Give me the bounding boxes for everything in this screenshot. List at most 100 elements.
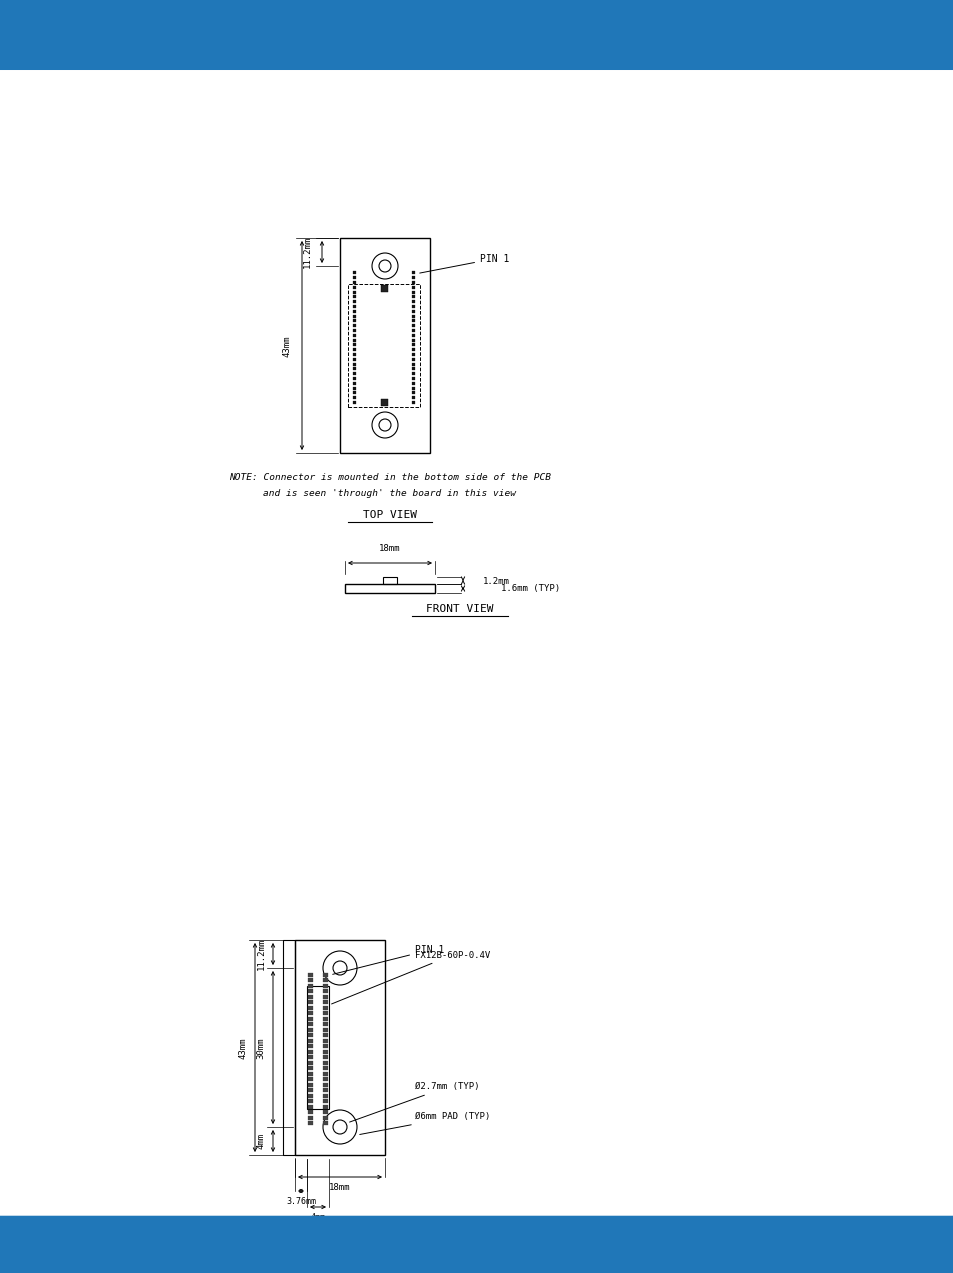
Bar [412,306,415,308]
Bar [323,1039,328,1043]
Bar [345,584,435,593]
Bar [323,1060,328,1064]
Bar [308,1110,313,1114]
Bar [412,271,415,275]
Bar [353,325,355,327]
Text: 30mm: 30mm [256,1037,265,1059]
Bar [323,1072,328,1076]
Bar [412,377,415,381]
Text: 1.6mm (TYP): 1.6mm (TYP) [500,584,559,593]
Text: 1.2mm: 1.2mm [482,577,509,586]
FancyBboxPatch shape [0,1216,953,1273]
Bar [412,396,415,400]
Bar [412,320,415,322]
Bar [353,344,355,346]
Bar [308,1122,313,1125]
Bar [323,973,328,976]
Bar [308,1011,313,1015]
Text: BOTTOM VIEW: BOTTOM VIEW [302,1225,376,1235]
Bar [353,271,355,275]
Bar [353,387,355,390]
Text: FRONT VIEW: FRONT VIEW [426,603,494,614]
Bar [353,320,355,322]
Bar [412,325,415,327]
Bar [353,401,355,404]
Bar [323,1055,328,1059]
Text: 11.2mm: 11.2mm [256,938,265,970]
Bar [412,368,415,370]
Bar [323,1122,328,1125]
Bar [353,377,355,381]
Bar [308,1088,313,1092]
Bar [353,314,355,317]
Bar [323,989,328,993]
Bar [353,328,355,332]
Bar [323,1082,328,1086]
Bar [323,1066,328,1071]
Bar [323,1006,328,1009]
Bar [412,363,415,365]
Text: PIN 1: PIN 1 [419,253,509,274]
Bar [308,1022,313,1026]
Bar [323,1105,328,1109]
Bar [308,1044,313,1048]
Bar [323,984,328,988]
Bar [283,939,294,1155]
Bar [353,295,355,298]
Bar [353,276,355,279]
Bar [339,238,430,453]
Text: 3.76mm: 3.76mm [286,1197,315,1206]
Bar [308,1006,313,1009]
Bar [348,284,419,407]
Text: 4mm: 4mm [256,1133,265,1150]
Bar [353,306,355,308]
Bar [308,1082,313,1086]
Bar [307,987,329,1109]
Text: NOTE: Connector is mounted in the bottom side of the PCB: NOTE: Connector is mounted in the bottom… [229,474,551,482]
Bar [308,1049,313,1054]
Bar [353,281,355,284]
Bar [323,1022,328,1026]
Text: TOP VIEW: TOP VIEW [363,510,416,519]
Bar [308,994,313,998]
FancyBboxPatch shape [0,0,953,70]
Bar [323,1027,328,1031]
Text: FX12B-60P-0.4V: FX12B-60P-0.4V [332,951,490,1004]
Bar [323,994,328,998]
Bar [308,1032,313,1037]
Bar [412,286,415,289]
Bar [323,1032,328,1037]
Bar [308,973,313,976]
Bar [323,978,328,981]
Bar [323,1011,328,1015]
Bar [412,349,415,351]
Bar [323,1110,328,1114]
Bar [308,1099,313,1102]
Bar [353,396,355,400]
Bar [412,314,415,317]
Bar [412,387,415,390]
Bar [353,349,355,351]
Bar [353,391,355,395]
Bar [308,1094,313,1097]
Bar [323,1017,328,1021]
Bar [412,391,415,395]
Bar [308,1105,313,1109]
Bar [323,1094,328,1097]
Bar [353,382,355,384]
Bar [412,353,415,356]
Bar [353,368,355,370]
Bar [412,328,415,332]
Bar [412,339,415,341]
Bar [412,344,415,346]
Bar [353,286,355,289]
Bar [412,300,415,303]
Text: 18mm: 18mm [379,544,400,552]
Text: 18mm: 18mm [329,1183,351,1192]
Text: PIN 1: PIN 1 [333,945,444,974]
Bar [308,1072,313,1076]
Bar [353,290,355,294]
Bar [308,1077,313,1081]
Bar [323,1099,328,1102]
Bar [308,1066,313,1071]
